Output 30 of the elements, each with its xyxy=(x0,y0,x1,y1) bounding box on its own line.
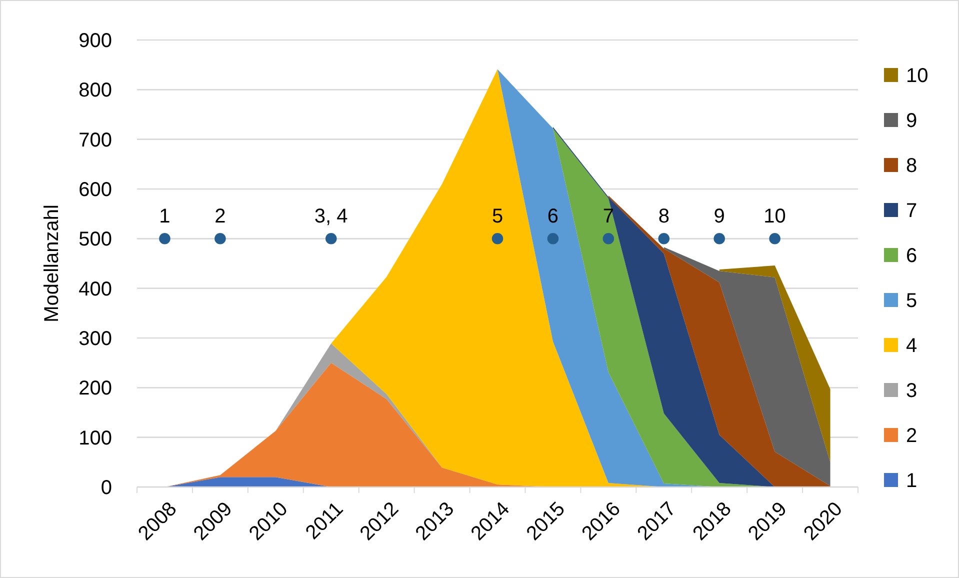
legend-label: 8 xyxy=(906,155,918,177)
legend-label: 1 xyxy=(906,470,918,492)
legend-label: 4 xyxy=(906,335,918,357)
y-axis-title: Modellanzahl xyxy=(41,204,63,322)
y-tick-label: 500 xyxy=(78,228,112,251)
annotation: 3, 4 xyxy=(314,206,348,228)
annotation: 5 xyxy=(492,206,504,228)
annotation: 7 xyxy=(602,206,614,228)
annotation: 2 xyxy=(214,206,226,228)
legend-label: 7 xyxy=(906,200,918,222)
y-tick-label: 600 xyxy=(78,179,112,201)
y-tick-label: 300 xyxy=(78,328,112,350)
legend-label: 5 xyxy=(906,290,918,312)
annotation: 8 xyxy=(658,206,670,228)
y-tick-label: 900 xyxy=(78,30,112,52)
y-tick-label: 800 xyxy=(78,80,112,102)
y-tick-label: 400 xyxy=(78,278,112,300)
y-tick-label: 700 xyxy=(78,129,112,152)
annotation: 1 xyxy=(159,206,170,228)
y-tick-label: 0 xyxy=(100,477,112,499)
legend-label: 2 xyxy=(906,425,918,447)
annotation: 9 xyxy=(714,206,725,228)
legend-label: 6 xyxy=(906,245,918,267)
annotation: 6 xyxy=(547,206,559,228)
legend-label: 9 xyxy=(906,110,918,132)
annotation: 10 xyxy=(764,206,786,228)
legend-label: 3 xyxy=(906,380,918,402)
y-tick-label: 100 xyxy=(78,427,112,450)
legend-label: 10 xyxy=(906,65,928,87)
y-tick-label: 200 xyxy=(78,378,112,400)
